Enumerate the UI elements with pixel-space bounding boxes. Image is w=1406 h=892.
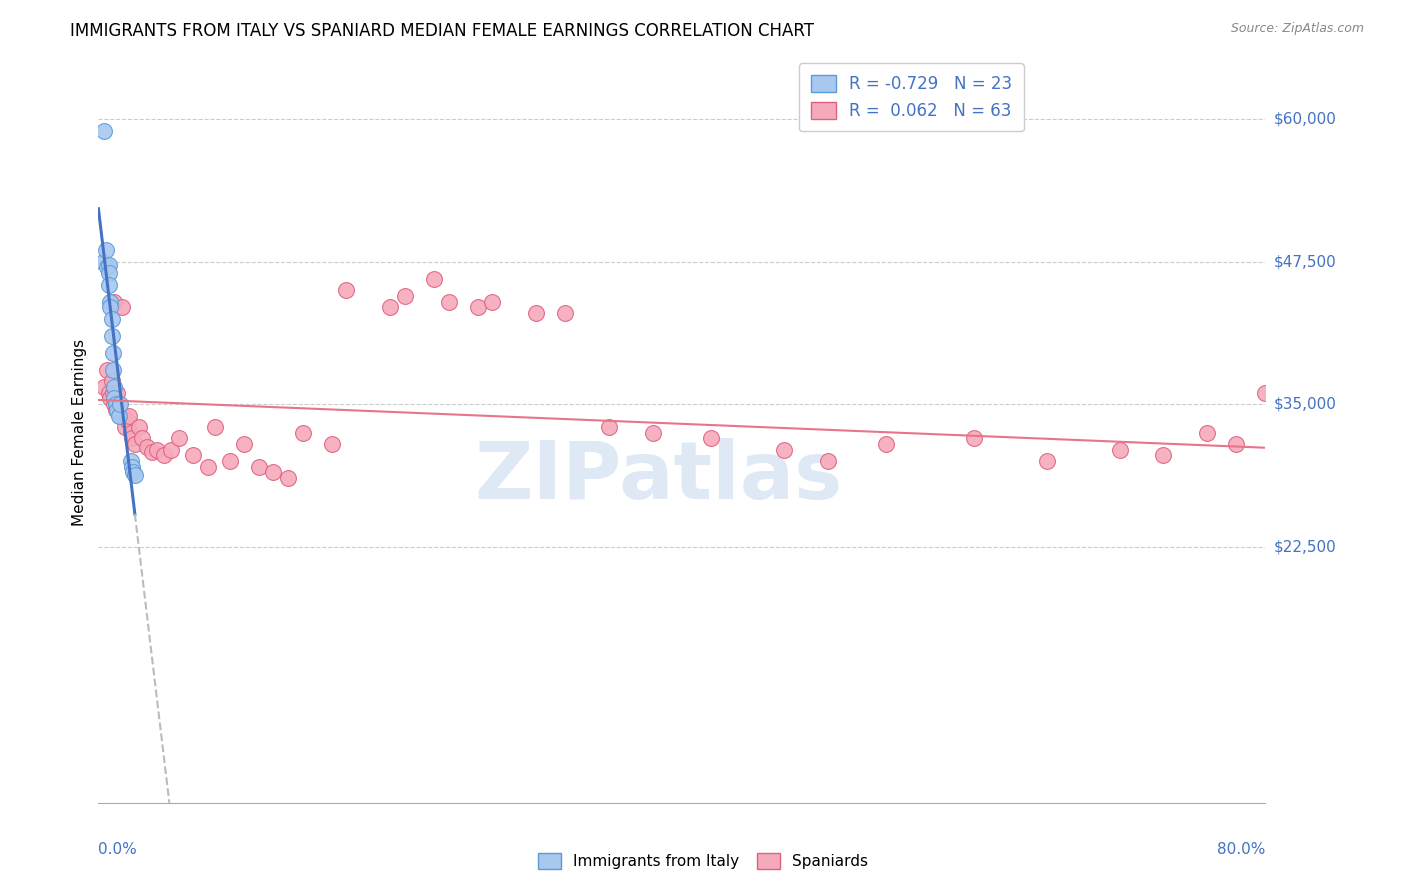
- Text: $60,000: $60,000: [1274, 112, 1337, 127]
- Point: [110, 397, 132, 411]
- Point: [700, 431, 723, 445]
- Point: [98, 301, 121, 315]
- Point: [1225, 437, 1247, 451]
- Point: [120, 454, 142, 468]
- Point: [218, 454, 240, 468]
- Point: [181, 449, 204, 463]
- Text: ZIPatlas: ZIPatlas: [474, 438, 842, 516]
- Point: [100, 311, 122, 326]
- Point: [554, 306, 576, 320]
- Point: [817, 454, 839, 468]
- Point: [118, 409, 141, 423]
- Point: [197, 459, 219, 474]
- Point: [204, 420, 226, 434]
- Point: [103, 397, 125, 411]
- Point: [1341, 579, 1364, 593]
- Text: Source: ZipAtlas.com: Source: ZipAtlas.com: [1230, 22, 1364, 36]
- Point: [277, 471, 299, 485]
- Point: [262, 466, 284, 480]
- Text: IMMIGRANTS FROM ITALY VS SPANIARD MEDIAN FEMALE EARNINGS CORRELATION CHART: IMMIGRANTS FROM ITALY VS SPANIARD MEDIAN…: [70, 22, 814, 40]
- Point: [124, 467, 146, 482]
- Point: [105, 402, 128, 417]
- Point: [110, 409, 132, 423]
- Point: [167, 431, 190, 445]
- Point: [437, 294, 460, 309]
- Point: [1108, 442, 1130, 457]
- Point: [524, 306, 547, 320]
- Point: [467, 301, 489, 315]
- Point: [98, 392, 121, 406]
- Point: [104, 397, 127, 411]
- Text: $35,000: $35,000: [1274, 397, 1337, 411]
- Point: [114, 420, 136, 434]
- Point: [91, 254, 114, 268]
- Point: [112, 409, 135, 423]
- Point: [97, 277, 120, 292]
- Text: 80.0%: 80.0%: [1218, 842, 1265, 856]
- Point: [233, 437, 256, 451]
- Point: [773, 442, 796, 457]
- Point: [481, 294, 503, 309]
- Point: [153, 449, 176, 463]
- Y-axis label: Median Female Earnings: Median Female Earnings: [72, 339, 87, 526]
- Point: [117, 414, 139, 428]
- Point: [98, 294, 121, 309]
- Point: [100, 375, 122, 389]
- Point: [335, 283, 357, 297]
- Point: [598, 420, 620, 434]
- Point: [96, 260, 118, 275]
- Point: [321, 437, 343, 451]
- Text: $47,500: $47,500: [1274, 254, 1337, 269]
- Point: [104, 402, 127, 417]
- Point: [1254, 385, 1277, 400]
- Point: [103, 380, 125, 394]
- Point: [962, 431, 984, 445]
- Point: [394, 289, 416, 303]
- Point: [108, 409, 131, 423]
- Point: [875, 437, 897, 451]
- Point: [122, 466, 145, 480]
- Point: [103, 294, 125, 309]
- Point: [97, 258, 120, 272]
- Point: [100, 328, 122, 343]
- Text: $22,500: $22,500: [1274, 539, 1337, 554]
- Text: 0.0%: 0.0%: [98, 842, 138, 856]
- Point: [1284, 466, 1306, 480]
- Point: [105, 385, 128, 400]
- Point: [101, 363, 124, 377]
- Point: [121, 431, 143, 445]
- Point: [160, 442, 183, 457]
- Legend: R = -0.729   N = 23, R =  0.062   N = 63: R = -0.729 N = 23, R = 0.062 N = 63: [799, 63, 1024, 131]
- Legend: Immigrants from Italy, Spaniards: Immigrants from Italy, Spaniards: [531, 847, 875, 875]
- Point: [93, 124, 115, 138]
- Point: [124, 437, 146, 451]
- Point: [135, 441, 157, 455]
- Point: [108, 397, 131, 411]
- Point: [141, 445, 163, 459]
- Point: [121, 459, 143, 474]
- Point: [103, 392, 125, 406]
- Point: [1195, 425, 1218, 440]
- Point: [101, 385, 124, 400]
- Point: [131, 431, 153, 445]
- Point: [146, 442, 169, 457]
- Point: [94, 244, 117, 258]
- Point: [111, 301, 134, 315]
- Point: [1035, 454, 1057, 468]
- Point: [120, 425, 142, 440]
- Point: [97, 385, 120, 400]
- Point: [97, 266, 120, 280]
- Point: [423, 272, 446, 286]
- Point: [96, 363, 118, 377]
- Point: [128, 420, 150, 434]
- Point: [641, 425, 664, 440]
- Point: [380, 301, 402, 315]
- Point: [1313, 476, 1336, 491]
- Point: [247, 459, 270, 474]
- Point: [93, 380, 115, 394]
- Point: [101, 346, 124, 360]
- Point: [1152, 449, 1174, 463]
- Point: [291, 425, 314, 440]
